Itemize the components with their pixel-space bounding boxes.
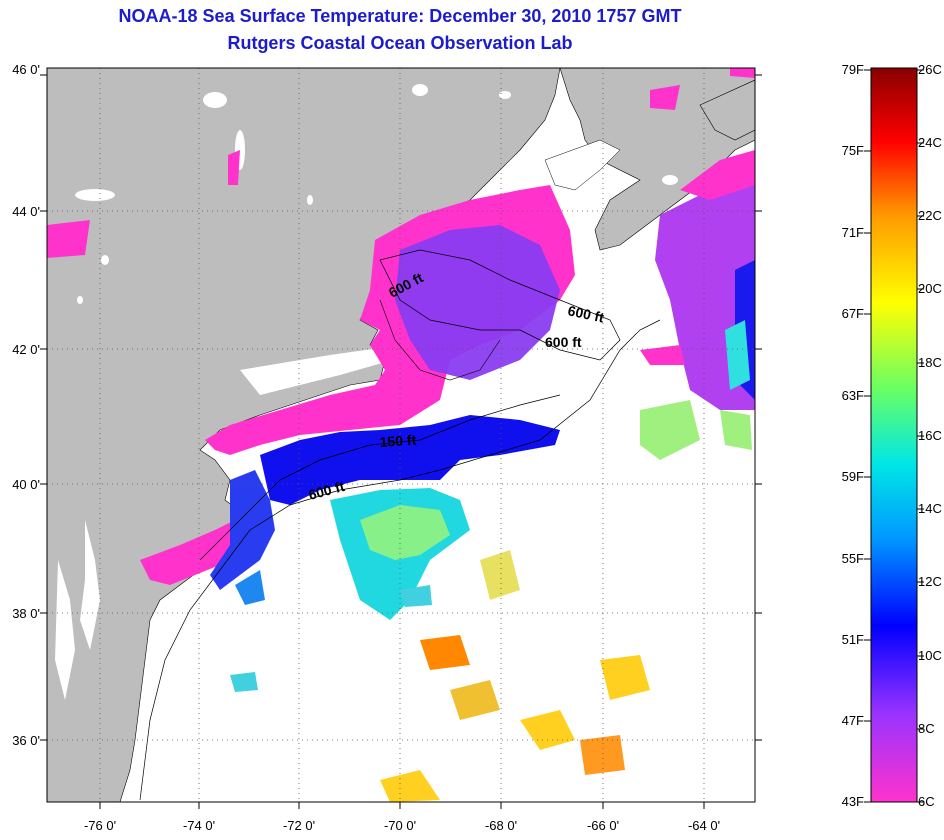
colorbar-c-14: 14C xyxy=(918,501,942,516)
colorbar-f-55: 55F xyxy=(841,551,864,566)
sst-nj-blue xyxy=(210,470,275,590)
colorbar-f-59: 59F xyxy=(841,469,864,484)
land-cape-breton xyxy=(699,79,755,141)
colorbar-f-43: 43F xyxy=(841,794,864,809)
colorbar-c-20: 20C xyxy=(918,281,942,296)
lon-label-66: -66 0' xyxy=(586,818,620,833)
contour-label-600ft-c: 600 ft xyxy=(545,334,582,350)
sst-gulf-of-maine xyxy=(395,225,560,380)
colorbar-c-26: 26C xyxy=(918,62,942,77)
sst-shelf-blue xyxy=(260,415,560,505)
colorbar-f-75: 75F xyxy=(841,143,864,158)
map-frame xyxy=(46,67,756,803)
colorbar-f-79: 79F xyxy=(841,62,864,77)
colorbar-f-71: 71F xyxy=(841,225,864,240)
sst-slope-green xyxy=(360,505,450,560)
lat-label-42: 42 0' xyxy=(12,342,40,357)
map-title: NOAA-18 Sea Surface Temperature: Decembe… xyxy=(118,6,682,26)
colorbar-c-22: 22C xyxy=(918,208,942,223)
graticule xyxy=(47,68,755,802)
lon-label-74: -74 0' xyxy=(182,818,216,833)
lon-label-72: -72 0' xyxy=(282,818,316,833)
contour-600ft xyxy=(139,319,661,801)
map-subtitle: Rutgers Coastal Ocean Observation Lab xyxy=(227,33,573,53)
colorbar-f-63: 63F xyxy=(841,388,864,403)
colorbar-c-6: 6C xyxy=(918,794,935,809)
colorbar-f-47: 47F xyxy=(841,713,864,728)
colorbar-ticks xyxy=(864,69,924,803)
colorbar-c-16: 16C xyxy=(918,428,942,443)
sst-nj-shelf xyxy=(140,520,240,585)
contour-150ft xyxy=(199,394,561,561)
lon-label-68: -68 0' xyxy=(484,818,518,833)
colorbar-c-24: 24C xyxy=(918,135,942,150)
lat-label-40: 40 0' xyxy=(12,477,40,492)
colorbar-c-18: 18C xyxy=(918,355,942,370)
lat-label-38: 38 0' xyxy=(12,606,40,621)
colorbar-c-8: 8C xyxy=(918,721,935,736)
lon-label-64: -64 0' xyxy=(687,818,721,833)
colorbar xyxy=(870,67,918,803)
colorbar-f-67: 67F xyxy=(841,306,864,321)
contour-label-600ft-b: 600 ft xyxy=(566,302,605,325)
colorbar-c-10: 10C xyxy=(918,648,942,663)
lon-label-70: -70 0' xyxy=(383,818,417,833)
lat-label-36: 36 0' xyxy=(12,733,40,748)
lat-label-44: 44 0' xyxy=(12,204,40,219)
contour-label-150ft: 150 ft xyxy=(379,431,417,450)
lon-label-76: -76 0' xyxy=(83,818,117,833)
axis-ticks xyxy=(40,74,762,809)
colorbar-c-12: 12C xyxy=(918,574,942,589)
colorbar-f-51: 51F xyxy=(841,632,864,647)
lat-label-46: 46 0' xyxy=(12,62,40,77)
